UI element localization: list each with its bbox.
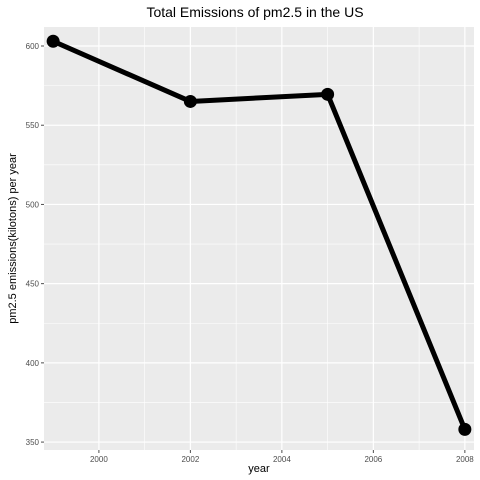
- series-line: [50, 38, 468, 432]
- series-layer: [46, 34, 472, 436]
- x-tick-label: 2004: [273, 455, 291, 464]
- chart-title: Total Emissions of pm2.5 in the US: [146, 4, 363, 20]
- y-tick-label: 550: [26, 121, 40, 130]
- data-point: [458, 422, 472, 436]
- y-axis-ticks: 350 400 450 500 550 600: [26, 42, 44, 447]
- x-tick-label: 2006: [364, 455, 382, 464]
- x-axis-label: year: [248, 463, 270, 475]
- x-tick-label: 2008: [456, 455, 474, 464]
- y-tick-label: 600: [26, 42, 40, 51]
- y-tick-label: 500: [26, 200, 40, 209]
- y-tick-label: 350: [26, 438, 40, 447]
- plot-panel: [44, 27, 474, 450]
- x-axis-ticks: 2000 2002 2004 2006 2008: [90, 450, 474, 464]
- y-tick-label: 400: [26, 359, 40, 368]
- x-tick-label: 2002: [181, 455, 199, 464]
- data-point: [46, 34, 60, 48]
- data-point: [321, 87, 335, 101]
- data-point: [183, 94, 197, 108]
- y-axis-label: pm2.5 emissions(kilotons) per year: [7, 153, 19, 324]
- y-tick-label: 450: [26, 280, 40, 289]
- x-tick-label: 2000: [90, 455, 108, 464]
